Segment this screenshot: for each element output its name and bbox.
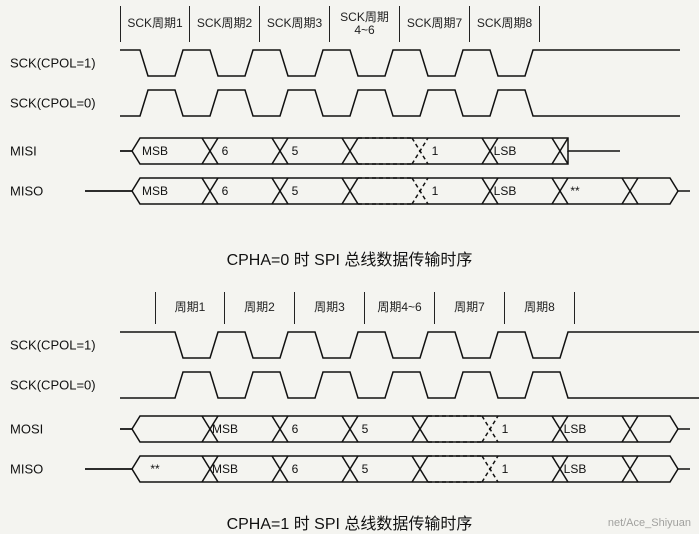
watermark: net/Ace_Shiyuan [608, 517, 691, 529]
mosi-row: MOSI MSB65 1LSB [10, 412, 690, 446]
data-cell: 1 [400, 134, 470, 168]
misi-label: MISI [10, 144, 118, 159]
column-header: 周期7 [435, 292, 505, 324]
sck-cpol1-row: SCK(CPOL=1) [10, 46, 690, 80]
data-cell: 6 [190, 134, 260, 168]
caption-cpha1: CPHA=1 时 SPI 总线数据传输时序 [0, 510, 699, 534]
sck-cpol0-row-2: SCK(CPOL=0) [10, 368, 690, 402]
data-cell: 6 [260, 452, 330, 486]
data-cell: 5 [260, 174, 330, 208]
data-cell: 6 [190, 174, 260, 208]
data-cell: 5 [260, 134, 330, 168]
miso-wave-2: **MSB65 1LSB [120, 452, 680, 486]
misi-wave: MSB65 1LSB [120, 134, 680, 168]
diagram-cpha1: 周期1周期2周期3周期4~6周期7周期8 SCK(CPOL=1) SCK(CPO… [10, 292, 690, 522]
data-cell: 1 [400, 174, 470, 208]
miso-wave: MSB65 1LSB** [120, 174, 680, 208]
sck-cpol1-label-2: SCK(CPOL=1) [10, 338, 118, 353]
data-cell: LSB [540, 412, 610, 446]
sck-cpol0-wave-2 [120, 368, 680, 402]
column-headers-2: 周期1周期2周期3周期4~6周期7周期8 [155, 292, 575, 324]
sck-cpol1-row-2: SCK(CPOL=1) [10, 328, 690, 362]
sck-cpol0-wave [120, 86, 680, 120]
sck-cpol1-label: SCK(CPOL=1) [10, 56, 118, 71]
column-header: SCK周期3 [260, 6, 330, 42]
data-cell: 6 [260, 412, 330, 446]
diagram-cpha0: SCK周期1SCK周期2SCK周期3SCK周期4~6SCK周期7SCK周期8 S… [10, 6, 690, 236]
column-header: 周期2 [225, 292, 295, 324]
data-cell: 1 [470, 412, 540, 446]
sck-cpol1-wave-2 [120, 328, 680, 362]
data-cell: MSB [120, 174, 190, 208]
data-cell: MSB [120, 134, 190, 168]
sck-cpol0-label: SCK(CPOL=0) [10, 96, 118, 111]
misi-row: MISI MSB65 1LSB [10, 134, 690, 168]
caption-cpha0: CPHA=0 时 SPI 总线数据传输时序 [0, 246, 699, 270]
data-cell [400, 412, 470, 446]
data-cell [120, 412, 190, 446]
column-header: SCK周期7 [400, 6, 470, 42]
mosi-wave: MSB65 1LSB [120, 412, 680, 446]
data-cell: 5 [330, 452, 400, 486]
data-cell: LSB [470, 134, 540, 168]
data-cell: ** [120, 452, 190, 486]
data-cell: 5 [330, 412, 400, 446]
data-cell: ** [540, 174, 610, 208]
data-cell: MSB [190, 412, 260, 446]
miso-row-2: MISO **MSB651LSB [10, 452, 690, 486]
sck-cpol0-row: SCK(CPOL=0) [10, 86, 690, 120]
column-header: SCK周期2 [190, 6, 260, 42]
data-cell [330, 174, 400, 208]
data-cell: LSB [540, 452, 610, 486]
column-header: 周期3 [295, 292, 365, 324]
column-header: SCK周期4~6 [330, 6, 400, 42]
mosi-label: MOSI [10, 422, 118, 437]
sck-cpol1-wave [120, 46, 680, 80]
data-cell: LSB [470, 174, 540, 208]
sck-cpol0-label-2: SCK(CPOL=0) [10, 378, 118, 393]
data-cell [400, 452, 470, 486]
data-cell: MSB [190, 452, 260, 486]
miso-row: MISO MSB651LSB** [10, 174, 690, 208]
column-header: 周期8 [505, 292, 575, 324]
column-header: 周期1 [155, 292, 225, 324]
data-cell: 1 [470, 452, 540, 486]
column-headers-1: SCK周期1SCK周期2SCK周期3SCK周期4~6SCK周期7SCK周期8 [120, 6, 540, 42]
column-header: SCK周期1 [120, 6, 190, 42]
column-header: SCK周期8 [470, 6, 540, 42]
data-cell [330, 134, 400, 168]
column-header: 周期4~6 [365, 292, 435, 324]
